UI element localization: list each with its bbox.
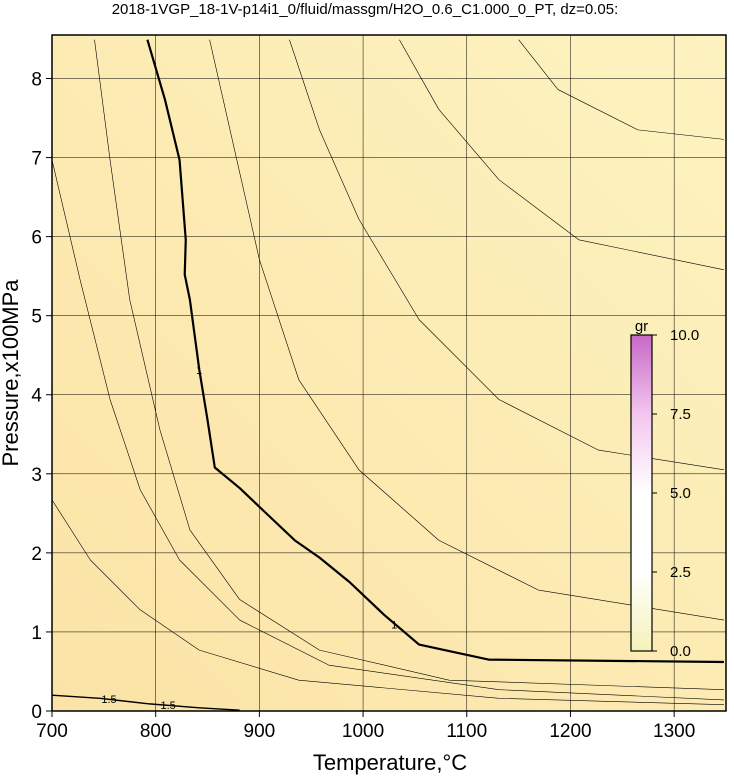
x-tick-label: 1000 — [342, 721, 384, 742]
colorbar-tick-label: 0.0 — [670, 643, 691, 660]
y-tick-label: 1 — [31, 623, 42, 644]
x-tick-label: 900 — [244, 721, 276, 742]
x-tick-label: 700 — [36, 721, 68, 742]
y-axis-label: Pressure,x100MPa — [0, 279, 23, 467]
colorbar-tick-label: 2.5 — [670, 564, 691, 581]
colorbar-tick-label: 7.5 — [670, 406, 691, 423]
x-tick-label: 800 — [140, 721, 172, 742]
plot-area — [52, 35, 726, 711]
y-tick-label: 5 — [31, 307, 42, 328]
y-tick-label: 4 — [31, 386, 42, 407]
colorbar-label: gr — [635, 318, 648, 335]
contour-line — [399, 39, 724, 271]
contour-line — [518, 39, 724, 140]
contour-label: 1 — [391, 620, 397, 632]
y-tick-label: 6 — [31, 228, 42, 249]
y-tick-label: 8 — [31, 69, 42, 90]
contour-label: 1.5 — [160, 700, 175, 712]
contour-label: 1.5 — [101, 694, 116, 706]
contour-label: 1 — [196, 365, 202, 377]
y-tick-label: 2 — [31, 544, 42, 565]
contour-line — [289, 39, 724, 471]
plot-frame — [51, 34, 727, 712]
contour-line — [146, 39, 724, 664]
colorbar-tick-label: 5.0 — [670, 485, 691, 502]
colorbar-tick-label: 10.0 — [670, 327, 699, 344]
contour-line — [51, 694, 240, 711]
y-tick-label: 3 — [31, 465, 42, 486]
x-axis-label: Temperature,°C — [313, 750, 467, 775]
contour-line — [209, 39, 724, 621]
x-tick-label: 1200 — [549, 721, 591, 742]
x-tick-label: 1300 — [653, 721, 695, 742]
x-tick-label: 1100 — [446, 721, 487, 742]
contour-line — [51, 499, 724, 705]
chart-title: 2018-1VGP_18-1V-p14i1_0/fluid/massgm/H2O… — [112, 1, 619, 18]
y-tick-label: 0 — [31, 702, 42, 723]
colorbar — [630, 334, 653, 652]
contour-line — [51, 159, 724, 701]
y-tick-label: 7 — [31, 149, 42, 170]
contour-line — [94, 39, 724, 690]
